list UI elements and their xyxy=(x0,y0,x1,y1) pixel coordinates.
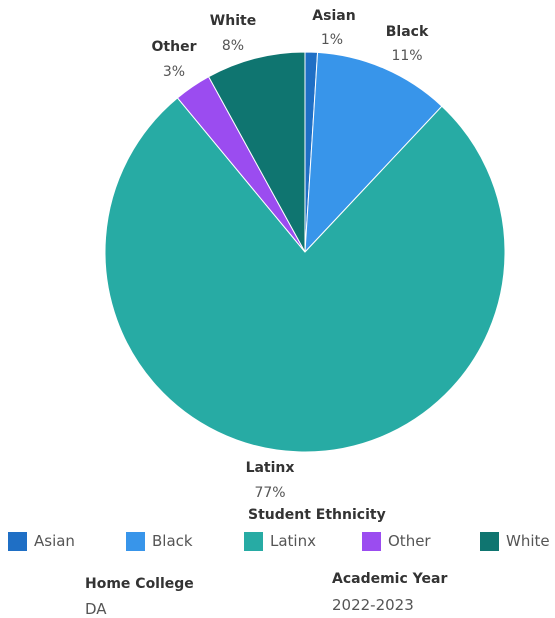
legend-label-latinx: Latinx xyxy=(270,532,316,550)
slice-label-latinx-name: Latinx xyxy=(246,460,295,476)
slice-label-other-name: Other xyxy=(152,39,197,55)
legend-item-asian[interactable]: Asian xyxy=(8,530,75,552)
pie-slice-black[interactable] xyxy=(304,51,443,254)
slice-label-white-value: 8% xyxy=(222,38,244,54)
legend-item-white[interactable]: White xyxy=(480,530,550,552)
legend-label-other: Other xyxy=(388,532,431,550)
legend-item-black[interactable]: Black xyxy=(126,530,193,552)
pie-slices xyxy=(104,51,506,453)
academic-year-value: 2022-2023 xyxy=(332,596,414,614)
slice-label-asian-value: 1% xyxy=(321,32,343,48)
slice-label-other-value: 3% xyxy=(163,64,185,80)
home-college-title: Home College xyxy=(85,576,194,592)
home-college-filter: Home College DA xyxy=(85,576,194,618)
legend-label-white: White xyxy=(506,532,550,550)
legend-item-latinx[interactable]: Latinx xyxy=(244,530,316,552)
legend-label-asian: Asian xyxy=(34,532,75,550)
pie-slice-latinx[interactable] xyxy=(104,97,506,453)
slice-label-black-name: Black xyxy=(386,24,429,40)
legend-label-black: Black xyxy=(152,532,193,550)
slice-label-latinx-value: 77% xyxy=(254,485,285,501)
slice-label-asian-name: Asian xyxy=(312,8,355,24)
legend-title: Student Ethnicity xyxy=(248,507,386,523)
academic-year-title: Academic Year xyxy=(332,571,448,587)
legend-item-other[interactable]: Other xyxy=(362,530,431,552)
legend-swatch-black xyxy=(126,531,145,551)
legend-swatch-white xyxy=(480,531,499,551)
slice-label-white-name: White xyxy=(210,13,256,29)
legend-swatch-latinx xyxy=(244,531,263,551)
slice-label-black-value: 11% xyxy=(391,48,422,64)
legend-swatch-other xyxy=(362,531,381,551)
academic-year-filter: Academic Year 2022-2023 xyxy=(332,571,447,614)
legend: Asian Black Latinx Other White xyxy=(8,530,555,552)
home-college-value: DA xyxy=(85,600,107,618)
pie-slice-white[interactable] xyxy=(207,51,306,253)
legend-swatch-asian xyxy=(8,531,27,551)
